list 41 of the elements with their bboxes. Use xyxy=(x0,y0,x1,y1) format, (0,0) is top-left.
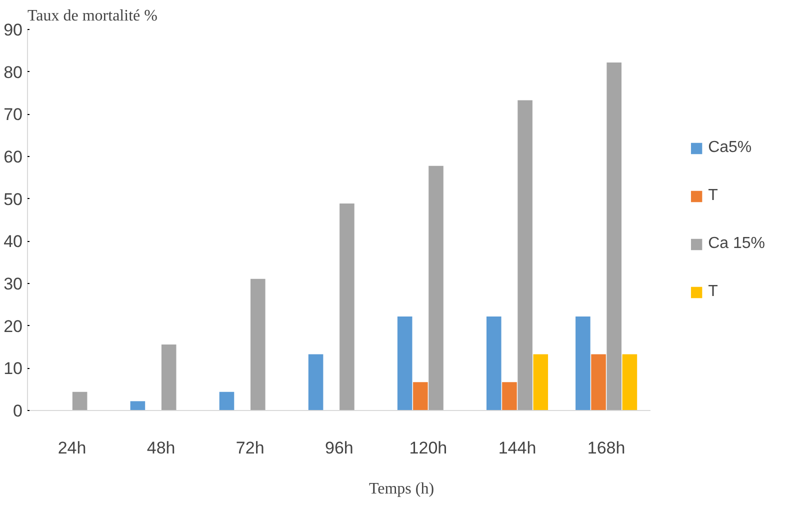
bar xyxy=(606,62,622,410)
bar xyxy=(130,401,146,410)
x-tick-label: 120h xyxy=(409,438,448,458)
bar xyxy=(533,354,548,410)
legend-label: T xyxy=(708,282,719,300)
y-axis-title: Taux de mortalité % xyxy=(28,8,158,24)
x-tick-label: 48h xyxy=(146,438,176,458)
bar xyxy=(576,316,590,410)
legend-label: Ca5% xyxy=(708,138,752,156)
x-tick-label: 24h xyxy=(58,438,86,458)
x-tick-label: 96h xyxy=(324,438,354,458)
bar xyxy=(397,316,412,410)
bar xyxy=(428,166,444,410)
y-tick-label: 70 xyxy=(4,105,23,124)
legend-label: T xyxy=(708,186,719,204)
x-axis-title: Temps (h) xyxy=(368,480,434,498)
bar xyxy=(250,278,266,410)
bar xyxy=(308,354,324,410)
bar xyxy=(591,354,606,410)
y-tick-label: 50 xyxy=(4,190,23,209)
bar xyxy=(486,316,502,410)
x-tick-label: 144h xyxy=(498,438,536,458)
y-tick-label: 60 xyxy=(4,148,23,166)
bar xyxy=(518,100,532,410)
y-tick-label: 40 xyxy=(4,232,23,252)
x-tick-label: 168h xyxy=(587,438,626,458)
y-tick-label: 80 xyxy=(4,62,23,82)
bar xyxy=(72,392,88,410)
y-tick-label: 30 xyxy=(4,274,23,294)
y-tick-label: 0 xyxy=(13,402,23,420)
bar xyxy=(502,382,517,410)
y-tick-label: 90 xyxy=(4,20,23,40)
bar xyxy=(340,203,354,410)
bar xyxy=(413,382,428,410)
bar xyxy=(219,392,234,410)
y-tick-label: 20 xyxy=(4,316,23,336)
x-tick-label: 72h xyxy=(236,438,264,458)
bar xyxy=(161,344,176,410)
legend-label: Ca 15% xyxy=(708,234,765,252)
y-tick-label: 10 xyxy=(4,359,23,378)
bar xyxy=(622,354,638,410)
